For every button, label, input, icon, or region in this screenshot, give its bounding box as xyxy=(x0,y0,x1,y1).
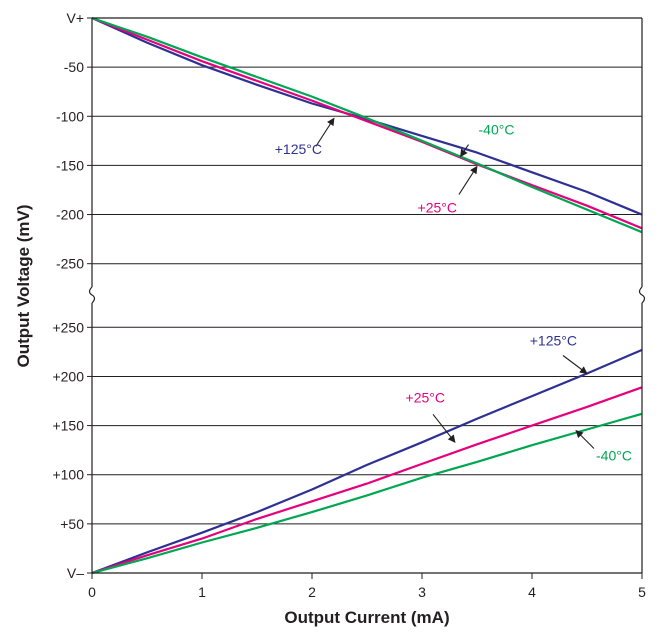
x-tick-label: 4 xyxy=(528,584,536,600)
axis-break xyxy=(88,286,96,304)
x-tick-label: 2 xyxy=(308,584,316,600)
annotation-label: +25°C xyxy=(406,389,445,405)
series-line-bottom xyxy=(91,412,643,575)
annotation-arrow xyxy=(432,413,456,443)
x-tick-label: 0 xyxy=(88,584,96,600)
annotation-label: +125°C xyxy=(275,141,322,157)
annotation-label: -40°C xyxy=(479,122,515,138)
series-lines xyxy=(91,16,643,575)
y-tick-label: +200 xyxy=(52,368,84,384)
axis-break xyxy=(638,286,646,304)
annotation-arrow xyxy=(315,117,335,147)
y-tick-label: V– xyxy=(67,565,84,581)
y-tick-label: +100 xyxy=(52,467,84,483)
series-line-bottom xyxy=(91,348,643,575)
series-line-top xyxy=(91,16,643,230)
x-tick-label: 3 xyxy=(418,584,426,600)
annotation-arrow xyxy=(460,144,469,158)
y-tick-label: +50 xyxy=(60,516,84,532)
annotation-label: +25°C xyxy=(418,199,457,215)
tick-labels: V+ -50 -100 -150 -200 -250 V– +50 +100 +150 +200 +2… xyxy=(52,10,646,600)
annotation-arrow xyxy=(575,429,595,449)
annotation-label: -40°C xyxy=(596,448,632,464)
annotations: +125°C -40°C +25°C +125°C +25°C -40°C xyxy=(275,117,632,464)
y-tick-label: -250 xyxy=(56,256,84,272)
y-tick-label: -150 xyxy=(56,157,84,173)
annotation-label: +125°C xyxy=(530,333,577,349)
x-axis-title: Output Current (mA) xyxy=(284,608,449,627)
series-line-top xyxy=(91,16,643,234)
grid-lines xyxy=(92,66,642,525)
annotation-arrow xyxy=(562,355,588,374)
x-tick-label: 5 xyxy=(638,584,646,600)
series-line-bottom xyxy=(91,386,643,575)
y-tick-label: -200 xyxy=(56,207,84,223)
y-tick-label: +150 xyxy=(52,418,84,434)
x-tick-label: 1 xyxy=(198,584,206,600)
y-tick-label: +250 xyxy=(52,319,84,335)
y-tick-label: V+ xyxy=(66,10,84,26)
plot-frame xyxy=(88,17,646,574)
annotation-arrow xyxy=(458,165,478,195)
y-tick-label: -100 xyxy=(56,108,84,124)
y-axis-title: Output Voltage (mV) xyxy=(14,204,33,367)
y-tick-label: -50 xyxy=(64,59,84,75)
